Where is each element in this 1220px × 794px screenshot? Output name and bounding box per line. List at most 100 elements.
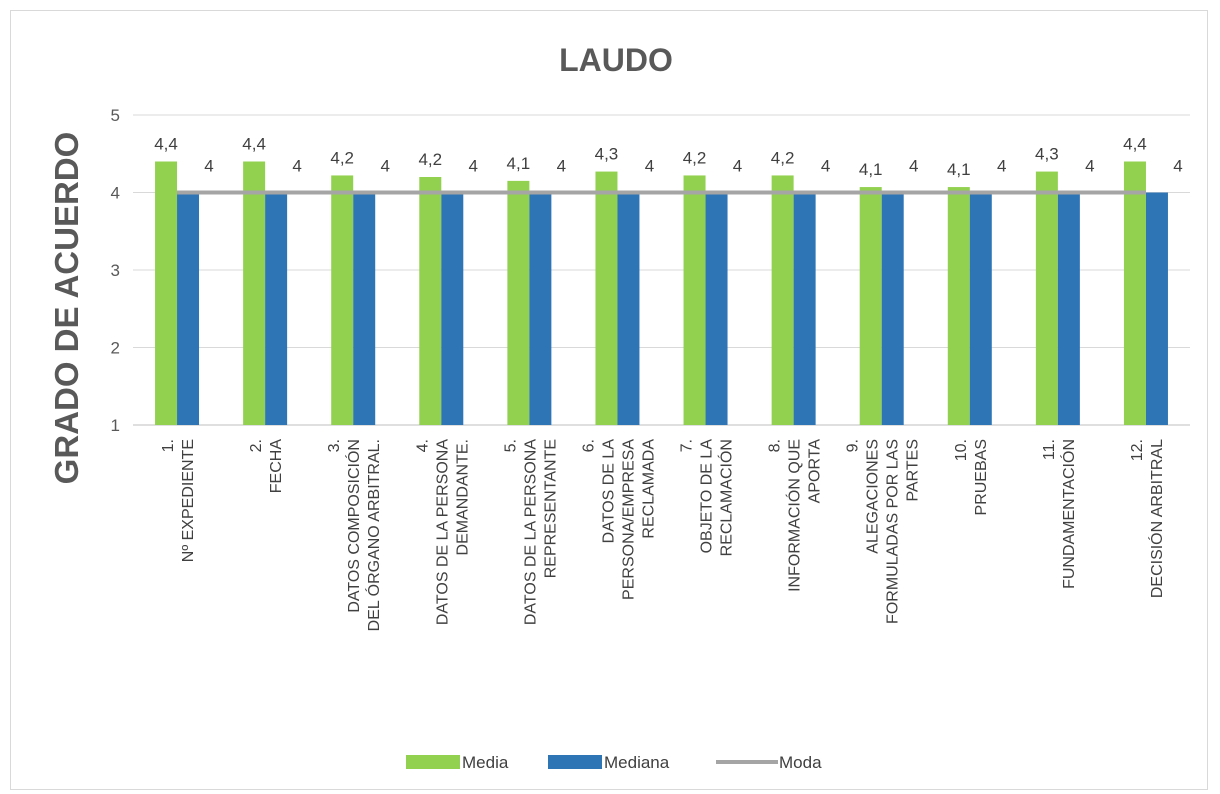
x-tick-label-line: 12.: [1129, 439, 1146, 461]
x-tick-label: 3. DATOS COMPOSICIÓN DEL ÓRGANO ARBITRAL.: [326, 439, 383, 631]
x-tick-label-line: PRUEBAS: [973, 439, 990, 515]
data-label-mediana: 4: [557, 157, 566, 176]
y-tick-label: 5: [111, 106, 120, 125]
bars: [155, 161, 1168, 425]
bar-mediana: [177, 192, 200, 425]
x-tick-label: 9. ALEGACIONES FORMULADAS POR LAS PARTES: [845, 439, 922, 624]
data-label-mediana: 4: [1173, 157, 1182, 176]
x-tick-label-line: 10.: [953, 439, 970, 461]
legend-swatch-mediana: [548, 755, 602, 769]
x-tick-label-line: ALEGACIONES: [865, 439, 882, 554]
data-label-media: 4,1: [507, 154, 531, 173]
x-tick-label-line: REPRESENTANTE: [542, 439, 559, 578]
x-tick-label: 1. Nº EXPEDIENTE: [160, 439, 197, 562]
x-tick-label-line: PERSONA/EMPRESA: [620, 439, 637, 600]
data-label-media: 4,3: [1035, 145, 1059, 164]
data-label-mediana: 4: [469, 157, 478, 176]
x-tick-label-line: FECHA: [268, 439, 285, 494]
gridlines: [133, 114, 1190, 426]
x-tick-label-line: DATOS DE LA: [600, 439, 617, 544]
x-tick-label-line: 3.: [326, 439, 343, 452]
x-tick-label-line: 1.: [160, 439, 177, 452]
data-label-media: 4,4: [154, 135, 178, 154]
x-tick-label: 5. DATOS DE LA PERSONA REPRESENTANTE: [502, 439, 559, 625]
x-tick-label-line: APORTA: [807, 439, 824, 504]
x-tick-label-line: DATOS DE LA PERSONA: [434, 439, 451, 625]
bar-mediana: [705, 192, 728, 425]
x-tick-label-line: 5.: [502, 439, 519, 452]
bar-media: [155, 161, 178, 425]
data-label-mediana: 4: [1085, 157, 1094, 176]
x-tick-label-line: RECLAMACIÓN: [717, 439, 736, 556]
x-tick-label-line: 11.: [1041, 439, 1058, 460]
data-labels: 4,4 4 4,4 4 4,2 4 4,2 4 4,1 4 4,3 4 4,2 4 4,2 4 4,1 4 4,1 4…: [154, 135, 1182, 180]
bar-mediana: [265, 192, 288, 425]
data-label-mediana: 4: [821, 157, 830, 176]
y-tick-label: 4: [111, 184, 120, 203]
bar-media: [331, 175, 354, 425]
y-tick-labels: 1 2 3 4 5: [111, 106, 120, 435]
x-tick-label-line: DEL ÓRGANO ARBITRAL.: [364, 439, 383, 631]
bar-media: [243, 161, 266, 425]
x-tick-label: 6. DATOS DE LA PERSONA/EMPRESA RECLAMADA: [580, 439, 657, 600]
bar-media: [947, 187, 970, 425]
bar-mediana: [529, 192, 552, 425]
x-tick-label-line: 8.: [767, 439, 784, 452]
x-tick-label-line: 7.: [679, 439, 696, 452]
x-tick-labels: 1. Nº EXPEDIENTE 2. FECHA 3. DATOS COMPOSICIÓ…: [160, 439, 1166, 632]
data-label-mediana: 4: [380, 157, 389, 176]
x-tick-label: 2. FECHA: [248, 439, 285, 494]
bar-media: [507, 180, 530, 425]
bar-media: [1123, 161, 1146, 425]
y-axis-label: GRADO DE ACUERDO: [48, 132, 85, 485]
y-tick-label: 1: [111, 416, 120, 435]
x-tick-label-line: 9.: [845, 439, 862, 452]
data-label-media: 4,4: [1123, 135, 1147, 154]
bar-mediana: [1145, 192, 1168, 425]
x-tick-label: 4. DATOS DE LA PERSONA DEMANDANTE.: [414, 439, 471, 625]
data-label-media: 4,2: [418, 150, 442, 169]
legend-label-moda: Moda: [779, 753, 822, 772]
x-tick-label-line: FUNDAMENTACIÓN: [1059, 439, 1078, 589]
bar-media: [419, 177, 442, 425]
bar-mediana: [353, 192, 376, 425]
x-tick-label-line: OBJETO DE LA: [699, 439, 716, 554]
data-label-mediana: 4: [909, 157, 918, 176]
x-tick-label: 11. FUNDAMENTACIÓN: [1041, 439, 1078, 589]
legend-swatch-media: [406, 755, 460, 769]
bar-media: [1035, 171, 1058, 425]
x-tick-label-line: FORMULADAS POR LAS: [885, 439, 902, 624]
x-tick-label-line: DEMANDANTE.: [454, 439, 471, 555]
legend-label-media: Media: [462, 753, 509, 772]
bar-mediana: [793, 192, 816, 425]
bar-mediana: [881, 192, 904, 425]
bar-media: [683, 175, 706, 425]
bar-mediana: [969, 192, 992, 425]
x-tick-label-line: INFORMACIÓN QUE: [785, 439, 804, 592]
x-tick-label: 7. OBJETO DE LA RECLAMACIÓN: [679, 439, 736, 557]
data-label-media: 4,2: [683, 148, 707, 167]
data-label-media: 4,1: [947, 160, 971, 179]
x-tick-label-line: PARTES: [905, 439, 922, 502]
x-tick-label-line: Nº EXPEDIENTE: [180, 439, 197, 562]
x-tick-label-line: DATOS DE LA PERSONA: [522, 439, 539, 625]
data-label-mediana: 4: [733, 157, 742, 176]
bar-mediana: [617, 192, 640, 425]
chart-title: LAUDO: [559, 42, 673, 78]
x-tick-label-line: 6.: [580, 439, 597, 452]
bar-media: [771, 175, 794, 425]
x-tick-label-line: 4.: [414, 439, 431, 452]
legend-label-mediana: Mediana: [604, 753, 670, 772]
x-tick-label: 8. INFORMACIÓN QUE APORTA: [767, 439, 824, 592]
data-label-mediana: 4: [292, 157, 301, 176]
x-tick-label: 10. PRUEBAS: [953, 439, 990, 515]
y-tick-label: 2: [111, 339, 120, 358]
data-label-media: 4,1: [859, 160, 883, 179]
x-tick-label: 12. DECISIÓN ARBITRAL: [1129, 439, 1166, 598]
bar-mediana: [1057, 192, 1080, 425]
x-tick-label-line: DATOS COMPOSICIÓN: [344, 439, 363, 613]
x-tick-label-line: 2.: [248, 439, 265, 452]
data-label-media: 4,2: [330, 148, 354, 167]
data-label-mediana: 4: [204, 157, 213, 176]
